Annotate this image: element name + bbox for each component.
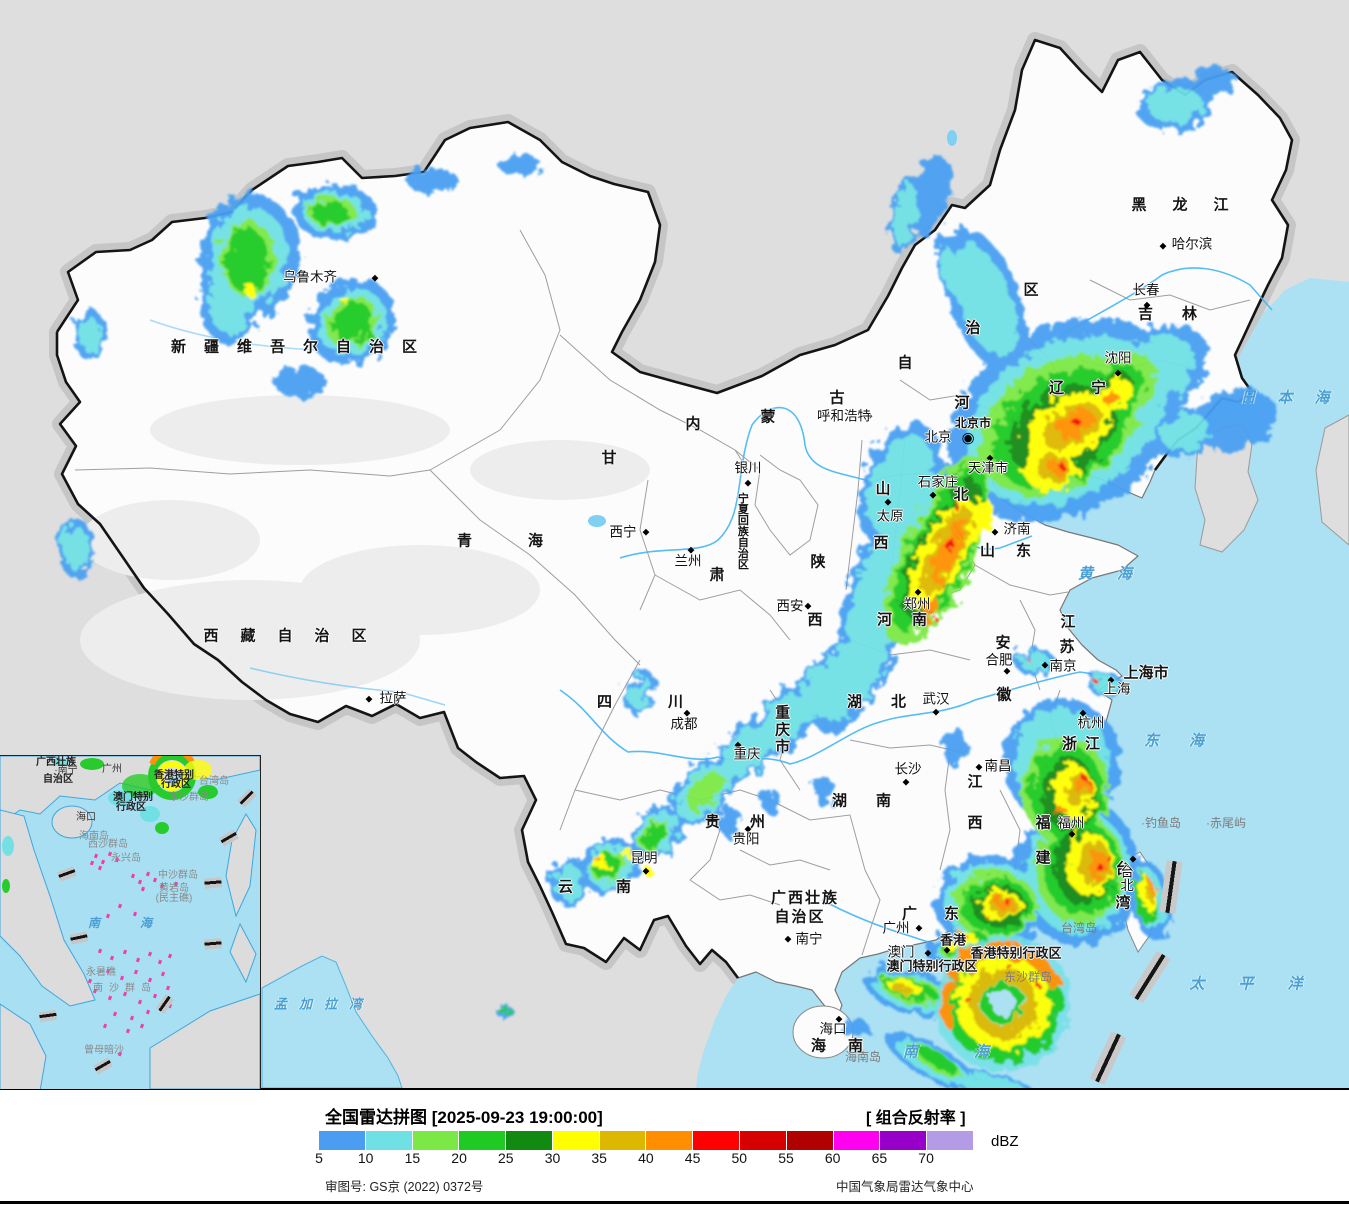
legend-tick-55: 55 <box>778 1150 794 1166</box>
approval-number: 审图号: GS京 (2022) 0372号 <box>325 1180 484 1194</box>
legend-swatch-40 <box>646 1131 693 1150</box>
map-title: 全国雷达拼图 [2025-09-23 19:00:00] <box>325 1108 603 1127</box>
legend-tick-30: 30 <box>544 1150 561 1166</box>
product-label: [ 组合反射率 ] <box>866 1110 966 1127</box>
legend-swatch-25 <box>506 1131 552 1150</box>
legend-swatch-30 <box>552 1131 599 1150</box>
legend-tick-65: 65 <box>871 1150 888 1166</box>
unit-label: dBZ <box>991 1133 1019 1150</box>
legend-tick-15: 15 <box>404 1150 421 1166</box>
legend-tick-45: 45 <box>684 1150 701 1166</box>
legend-swatch-15 <box>412 1131 459 1150</box>
legend-tick-60: 60 <box>824 1150 841 1166</box>
legend-tick-20: 20 <box>451 1150 467 1166</box>
legend-tick-40: 40 <box>638 1150 654 1166</box>
legend-tick-50: 50 <box>731 1150 748 1166</box>
inset-graphics <box>0 756 260 1089</box>
south-china-sea-inset: 广西壮族 自治区 ·南宁 广州 香港特别 行政区 澳门特别 行政区 台湾岛 东沙群岛 海口 海南岛 西沙… <box>0 755 261 1089</box>
legend-tick-35: 35 <box>591 1150 607 1166</box>
legend-swatch-45 <box>693 1131 740 1150</box>
legend-swatch-35 <box>599 1131 646 1150</box>
legend-swatch-5 <box>319 1131 365 1150</box>
legend-swatch-10 <box>365 1131 412 1150</box>
colorbar <box>319 1131 973 1150</box>
legend-swatch-70 <box>927 1131 973 1150</box>
legend-tick-5: 5 <box>315 1150 323 1166</box>
map-graphics <box>49 32 1349 1088</box>
legend-swatch-50 <box>740 1131 786 1150</box>
legend-bar: 全国雷达拼图 [2025-09-23 19:00:00] [ 组合反射率 ] 5… <box>0 1090 1349 1208</box>
legend-tick-10: 10 <box>357 1150 374 1166</box>
legend-swatch-55 <box>786 1131 833 1150</box>
legend-tick-70: 70 <box>918 1150 934 1166</box>
bottom-border <box>0 1201 1349 1204</box>
credit-label: 中国气象局雷达气象中心 <box>836 1180 974 1194</box>
legend-swatch-20 <box>459 1131 506 1150</box>
china-radar-map: 黑龙江 吉林 辽宁 新疆维吾尔自治区内蒙古自治区甘肃青海 西藏自治区 四川 重庆市 宁夏回族自… <box>0 0 1349 1090</box>
legend-tick-25: 25 <box>498 1150 514 1166</box>
colorbar-ticks: 5 10 15 20 25 30 35 40 45 50 55 60 65 70 <box>0 1150 1349 1168</box>
legend-swatch-65 <box>880 1131 927 1150</box>
legend-swatch-60 <box>833 1131 880 1150</box>
